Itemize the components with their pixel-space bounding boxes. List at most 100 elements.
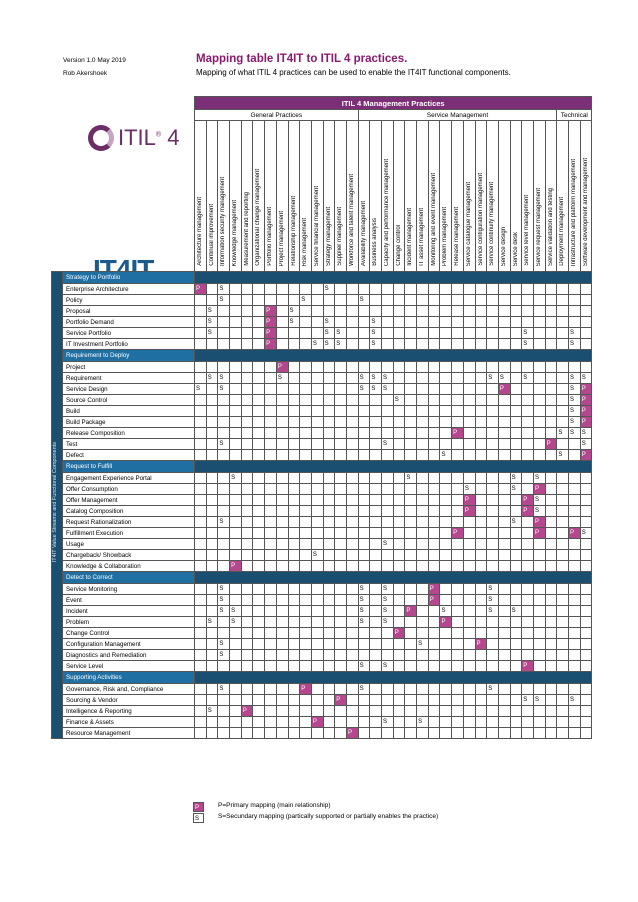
mapping-cell: [229, 416, 242, 428]
mapping-cell: [544, 660, 558, 672]
mapping-cell: S: [568, 694, 581, 706]
component-label: Source Control: [62, 394, 195, 406]
mapping-cell: [486, 516, 499, 528]
mapping-cell: [287, 327, 301, 339]
mapping-cell: [322, 638, 336, 650]
mapping-cell: [299, 394, 312, 406]
mapping-cell: [486, 538, 499, 550]
mapping-cell: [205, 338, 219, 350]
component-row: Build S P: [52, 405, 593, 417]
mapping-cell: [474, 660, 488, 672]
mapping-cell: [217, 560, 231, 572]
mapping-cell: [486, 338, 499, 350]
component-label: Engagement Experience Portal: [62, 472, 195, 484]
mapping-cell: [299, 472, 312, 484]
component-label: Configuration Management: [62, 638, 195, 650]
mapping-cell: S: [287, 316, 301, 328]
mapping-cell: [556, 327, 569, 339]
mapping-cell: [252, 705, 266, 717]
mapping-cell: [439, 283, 453, 295]
mapping-cell: [334, 383, 347, 395]
mapping-cell: [404, 527, 418, 539]
component-row: Requirement S S S S S S S S S S S: [52, 372, 593, 384]
mapping-cell: [299, 494, 312, 506]
mapping-cell: P: [521, 494, 534, 506]
mapping-cell: [345, 705, 359, 717]
mapping-cell: [462, 594, 476, 606]
mapping-cell: [474, 605, 488, 617]
mapping-cell: [532, 649, 546, 661]
mapping-cell: S: [381, 538, 394, 550]
mapping-cell: S: [568, 372, 581, 384]
mapping-cell: [439, 516, 453, 528]
mapping-cell: [322, 405, 336, 417]
mapping-cell: [345, 449, 359, 461]
practice-name: Strategy management: [325, 206, 332, 266]
mapping-cell: [392, 427, 406, 439]
mapping-cell: [404, 716, 418, 728]
mapping-cell: P: [240, 705, 254, 717]
mapping-cell: [451, 638, 464, 650]
mapping-cell: [275, 594, 289, 606]
component-label: Request Rationalization: [62, 516, 195, 528]
mapping-cell: [322, 427, 336, 439]
practice-header: Service continuity management: [486, 120, 499, 272]
mapping-cell: [451, 416, 464, 428]
component-row: Incident S S S S P S S S: [52, 605, 593, 617]
mapping-cell: [369, 405, 382, 417]
component-label: Resource Management: [62, 727, 195, 739]
mapping-cell: [299, 649, 312, 661]
mapping-cell: [299, 549, 312, 561]
mapping-cell: [345, 516, 359, 528]
mapping-cell: [544, 638, 558, 650]
practice-name: Service design: [500, 226, 507, 266]
mapping-cell: [427, 449, 441, 461]
mapping-cell: [416, 483, 429, 495]
mapping-cell: [486, 505, 499, 517]
mapping-cell: [404, 560, 418, 572]
mapping-cell: [310, 383, 324, 395]
mapping-cell: [240, 305, 254, 317]
mapping-cell: [252, 438, 266, 450]
mapping-cell: [322, 416, 336, 428]
mapping-cell: [532, 638, 546, 650]
mapping-cell: [310, 727, 324, 739]
mapping-cell: [299, 283, 312, 295]
mapping-cell: [556, 527, 569, 539]
mapping-cell: [287, 472, 301, 484]
mapping-cell: [345, 649, 359, 661]
mapping-cell: [369, 305, 382, 317]
mapping-cell: [474, 483, 488, 495]
mapping-cell: [509, 649, 523, 661]
mapping-cell: [322, 705, 336, 717]
practice-name: Capacity and performance management: [384, 158, 390, 266]
mapping-cell: [462, 449, 476, 461]
mapping-cell: S: [568, 416, 581, 428]
mapping-cell: P: [439, 616, 453, 628]
mapping-cell: [486, 716, 499, 728]
mapping-cell: [381, 427, 394, 439]
mapping-cell: [205, 627, 219, 639]
mapping-cell: [334, 372, 347, 384]
mapping-cell: [579, 616, 593, 628]
mapping-cell: [299, 338, 312, 350]
mapping-cell: [427, 705, 441, 717]
mapping-cell: [568, 316, 581, 328]
mapping-cell: [579, 627, 593, 639]
mapping-cell: [404, 372, 418, 384]
mapping-cell: [275, 483, 289, 495]
mapping-cell: [497, 527, 511, 539]
mapping-cell: P: [532, 527, 546, 539]
mapping-cell: [451, 683, 464, 695]
mapping-cell: [240, 649, 254, 661]
mapping-cell: [556, 505, 569, 517]
mapping-cell: [392, 727, 406, 739]
mapping-cell: S: [416, 638, 429, 650]
mapping-cell: S: [369, 372, 382, 384]
mapping-cell: [474, 594, 488, 606]
mapping-cell: S: [334, 338, 347, 350]
mapping-cell: [544, 649, 558, 661]
mapping-cell: [451, 649, 464, 661]
mapping-cell: [427, 505, 441, 517]
mapping-cell: [392, 405, 406, 417]
